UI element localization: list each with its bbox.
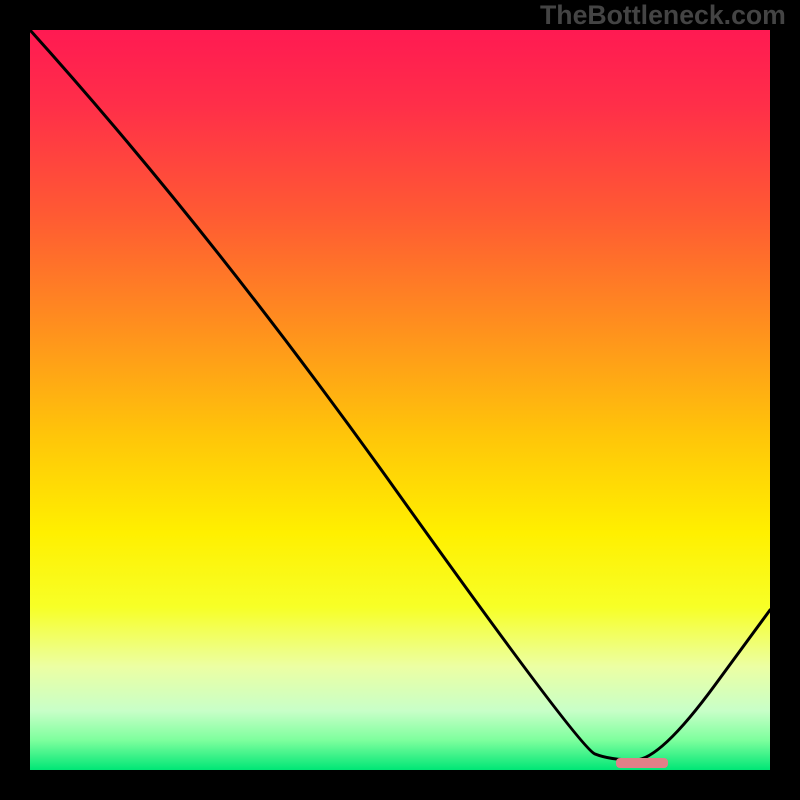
curve-layer (0, 0, 800, 800)
watermark-text: TheBottleneck.com (540, 0, 786, 31)
bottleneck-curve (30, 30, 770, 760)
chart-stage: TheBottleneck.com (0, 0, 800, 800)
optimum-marker (616, 758, 668, 768)
